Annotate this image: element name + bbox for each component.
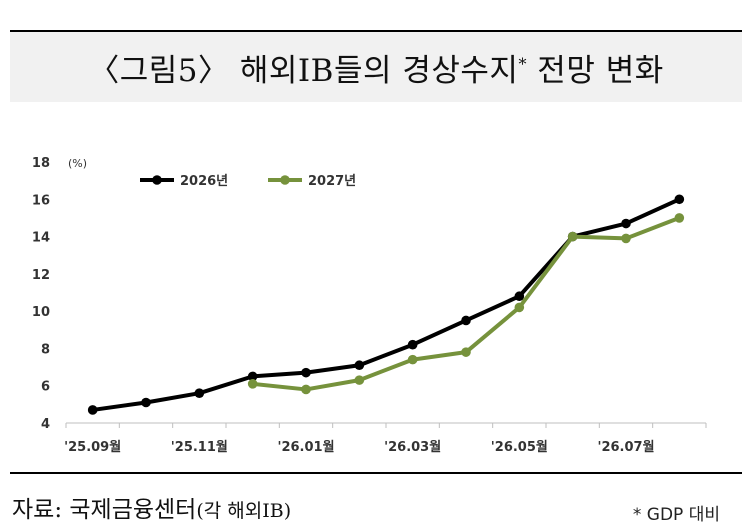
top-rule [10, 30, 742, 32]
series-line-2027년 [252, 216, 681, 392]
footnote: * GDP 대비 [632, 505, 720, 525]
data-point-2026년 [194, 388, 205, 398]
title-mark: * [518, 54, 527, 74]
data-point-2026년 [87, 405, 98, 415]
y-tick-label: 14 [32, 231, 50, 246]
bottom-rule [10, 472, 742, 474]
data-point-2027년 [247, 379, 258, 389]
legend-label: 2027년 [308, 174, 356, 189]
data-point-2026년 [407, 339, 418, 350]
x-tick-label: '25.09월 [64, 439, 121, 455]
x-tick-label: '26.01월 [277, 439, 334, 455]
data-point-2027년 [514, 302, 525, 313]
x-tick-label: '26.05월 [491, 439, 548, 455]
legend-label: 2026년 [180, 174, 228, 189]
x-tick-label: '26.03월 [384, 439, 441, 455]
data-point-2027년 [567, 231, 578, 242]
source-paren: (각 해외IB) [196, 500, 292, 522]
title-band: 〈그림5〉 해외IB들의 경상수지* 전망 변화 [10, 32, 742, 102]
legend-swatch-marker [280, 175, 290, 185]
chart-title: 〈그림5〉 해외IB들의 경상수지* 전망 변화 [88, 45, 663, 90]
y-tick-label: 18 [32, 156, 50, 171]
y-tick-label: 8 [41, 342, 50, 357]
legend-swatch-marker [152, 175, 162, 185]
x-tick-label: '25.11월 [171, 439, 228, 455]
data-point-2027년 [301, 384, 311, 395]
x-tick-label: '26.07월 [597, 439, 654, 455]
title-rest: 전망 변화 [537, 52, 664, 89]
line-chart: 4 6 8 10 12 14 16 18 (%) '25.09월 '25.11월 '26.01월 '26… [32, 156, 707, 455]
data-point-2026년 [301, 367, 311, 378]
data-point-2026년 [621, 218, 631, 229]
data-point-2027년 [674, 213, 685, 223]
data-point-2027년 [621, 233, 631, 244]
data-point-2027년 [407, 354, 418, 365]
title-main: 〈그림5〉 해외IB들의 경상수지 [88, 52, 519, 89]
series-line-2026년 [92, 197, 681, 412]
y-tick-label: 12 [32, 268, 50, 283]
y-tick-label: 16 [32, 193, 50, 208]
data-point-2026년 [141, 397, 151, 408]
y-tick-label: 10 [32, 305, 50, 320]
y-tick-label: 4 [41, 417, 50, 432]
data-point-2027년 [354, 375, 365, 385]
data-point-2027년 [461, 347, 471, 357]
unit-label: (%) [68, 157, 87, 170]
source-label: 자료: 국제금융센터 [12, 497, 197, 523]
data-point-2026년 [354, 360, 365, 371]
source-note: 자료: 국제금융센터(각 해외IB) [12, 490, 291, 524]
data-point-2026년 [247, 371, 258, 382]
data-point-2026년 [514, 291, 525, 302]
data-point-2026년 [674, 194, 685, 205]
data-point-2026년 [461, 315, 471, 326]
y-tick-label: 6 [41, 380, 50, 395]
